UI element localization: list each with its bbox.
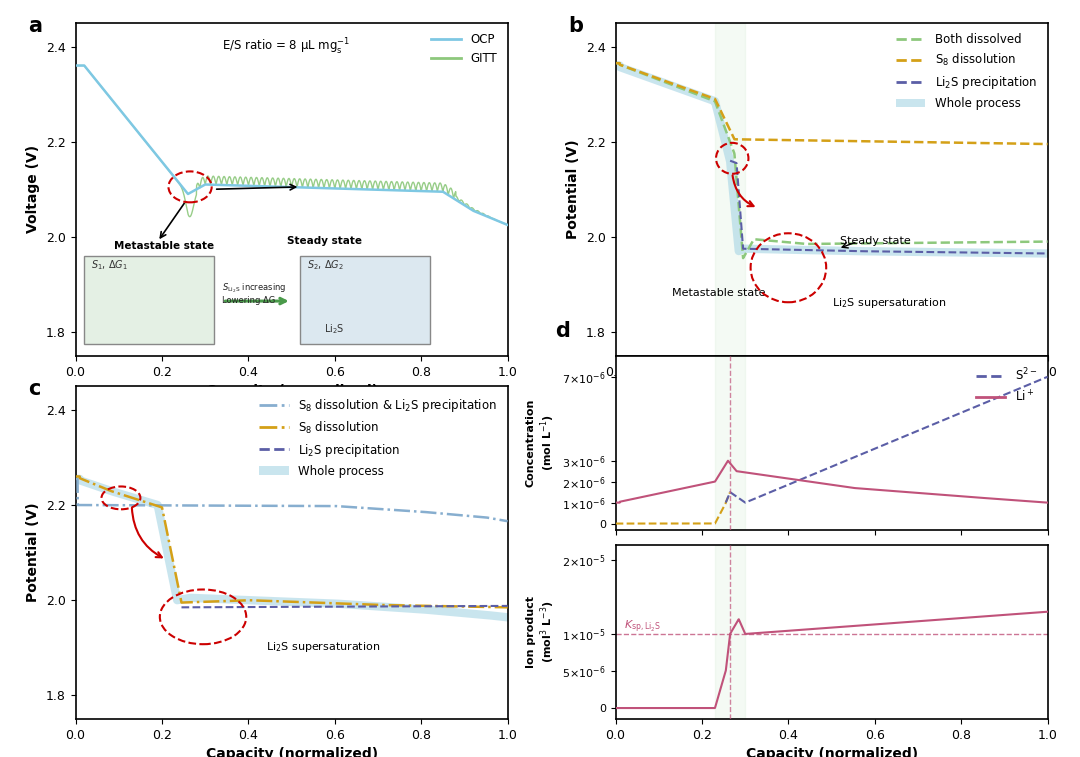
X-axis label: Capacity (normalized): Capacity (normalized) bbox=[745, 384, 918, 398]
Text: $K_{\mathregular{sp, Li_2S}}$: $K_{\mathregular{sp, Li_2S}}$ bbox=[624, 619, 661, 635]
Text: $S_{\mathregular{Li_2S}}$ increasing: $S_{\mathregular{Li_2S}}$ increasing bbox=[222, 281, 287, 294]
Legend: S$^{2−}$, Li$^+$: S$^{2−}$, Li$^+$ bbox=[971, 362, 1042, 409]
Legend: S$_8$ dissolution & Li$_2$S precipitation, S$_8$ dissolution, Li$_2$S precipitat: S$_8$ dissolution & Li$_2$S precipitatio… bbox=[255, 392, 502, 482]
X-axis label: Capacity (normalized): Capacity (normalized) bbox=[205, 747, 378, 757]
X-axis label: Capacity (normalized): Capacity (normalized) bbox=[205, 384, 378, 398]
Bar bbox=[715, 356, 745, 530]
Legend: OCP, GITT: OCP, GITT bbox=[427, 29, 502, 70]
Text: Steady state: Steady state bbox=[287, 236, 362, 246]
Y-axis label: Potential (V): Potential (V) bbox=[26, 503, 40, 603]
Text: E/S ratio = 8 μL mg$_\mathregular{s}^{-1}$: E/S ratio = 8 μL mg$_\mathregular{s}^{-1… bbox=[222, 37, 351, 58]
Y-axis label: Potential (V): Potential (V) bbox=[566, 139, 580, 239]
FancyBboxPatch shape bbox=[84, 256, 214, 344]
Text: Lowering ΔG: Lowering ΔG bbox=[222, 297, 275, 305]
X-axis label: Capacity (normalized): Capacity (normalized) bbox=[745, 747, 918, 757]
Text: b: b bbox=[568, 16, 583, 36]
Text: Li$_2$S supersaturation: Li$_2$S supersaturation bbox=[266, 640, 380, 654]
Text: $S_2$, $\Delta G_2$: $S_2$, $\Delta G_2$ bbox=[307, 258, 343, 272]
Y-axis label: Ion product
(mol$^3$ L$^{-3}$): Ion product (mol$^3$ L$^{-3}$) bbox=[526, 596, 557, 668]
Text: Metastable state: Metastable state bbox=[114, 241, 215, 251]
Bar bbox=[715, 23, 745, 356]
Y-axis label: Concentration
(mol L$^{-1}$): Concentration (mol L$^{-1}$) bbox=[526, 399, 557, 487]
Text: Li$_2$S: Li$_2$S bbox=[324, 322, 345, 336]
Text: a: a bbox=[28, 16, 42, 36]
Text: c: c bbox=[28, 379, 40, 400]
Y-axis label: Voltage (V): Voltage (V) bbox=[26, 145, 40, 233]
Text: Li$_2$S supersaturation: Li$_2$S supersaturation bbox=[832, 296, 946, 310]
Legend: Both dissolved, S$_8$ dissolution, Li$_2$S precipitation, Whole process: Both dissolved, S$_8$ dissolution, Li$_2… bbox=[891, 29, 1042, 115]
FancyBboxPatch shape bbox=[300, 256, 430, 344]
Text: Metastable state: Metastable state bbox=[672, 288, 766, 298]
Text: $S_1$, $\Delta G_1$: $S_1$, $\Delta G_1$ bbox=[91, 258, 127, 272]
Text: d: d bbox=[555, 321, 570, 341]
Text: Steady state: Steady state bbox=[840, 236, 912, 246]
Bar bbox=[715, 545, 745, 719]
